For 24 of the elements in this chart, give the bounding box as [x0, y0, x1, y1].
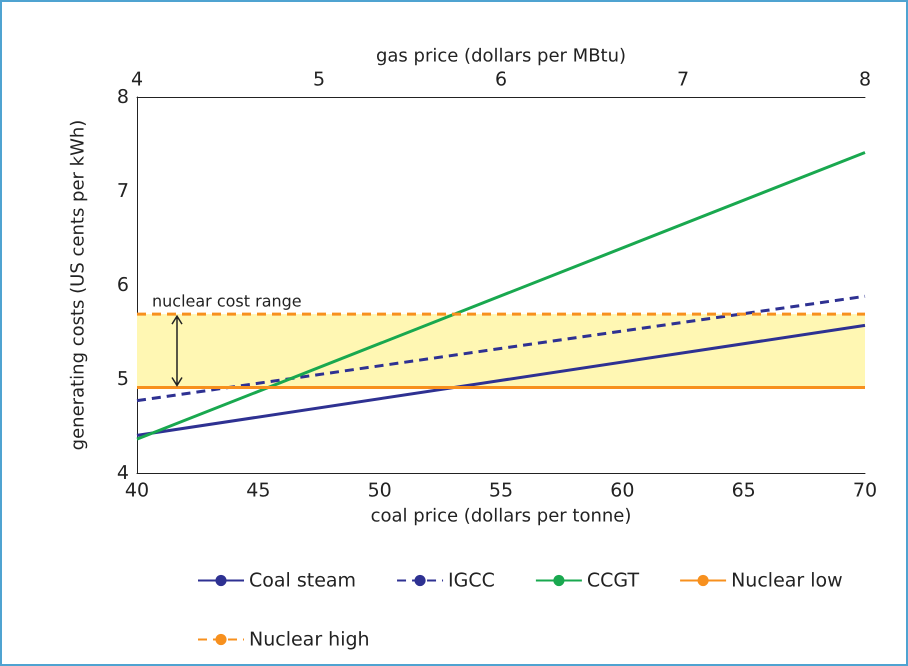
y-tick-label: 5: [116, 368, 129, 390]
x-tick-label: 50: [368, 480, 392, 502]
legend-label: CCGT: [586, 570, 640, 592]
x2-tick-label: 5: [312, 68, 326, 90]
x-axis-title: coal price (dollars per tonne): [370, 506, 632, 526]
legend-label: Coal steam: [249, 570, 356, 592]
x2-axis-title: gas price (dollars per MBtu): [376, 46, 626, 66]
x-tick-label: 45: [246, 480, 270, 502]
legend-label: Nuclear low: [731, 570, 843, 592]
x-tick-label: 60: [610, 480, 634, 502]
x2-tick-label: 8: [858, 68, 872, 90]
x-tick-label: 55: [488, 480, 514, 502]
x2-tick-label: 4: [130, 68, 144, 90]
x-tick-label: 65: [732, 480, 756, 502]
y-axis-title: generating costs (US cents per kWh): [68, 120, 88, 450]
legend-label: Nuclear high: [249, 628, 370, 650]
y-tick-label: 6: [116, 274, 129, 296]
x2-tick-label: 7: [676, 68, 690, 90]
legend-label: IGCC: [448, 570, 495, 592]
x2-tick-label: 6: [494, 68, 508, 90]
y-tick-label: 7: [116, 180, 129, 202]
band-label: nuclear cost range: [152, 292, 302, 311]
x-tick-label: 70: [852, 480, 878, 502]
y-tick-label: 8: [116, 86, 129, 108]
